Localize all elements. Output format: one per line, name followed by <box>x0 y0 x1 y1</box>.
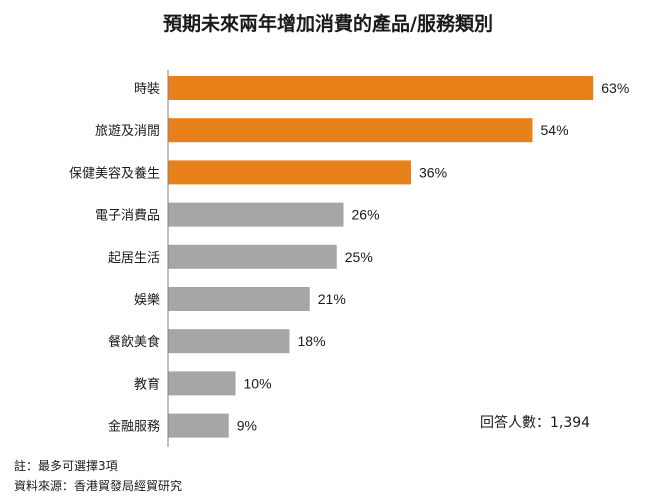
chart-title: 預期未來兩年增加消費的產品/服務類別 <box>163 12 493 35</box>
category-label-8: 教育 <box>134 376 160 392</box>
value-label-5: 25% <box>345 249 373 265</box>
category-label-1: 時裝 <box>134 82 160 97</box>
bar-5 <box>168 244 337 269</box>
value-label-4: 26% <box>352 207 380 223</box>
value-label-3: 36% <box>419 164 447 180</box>
respondents-count: 回答人數：1,394 <box>480 414 590 431</box>
category-label-4: 電子消費品 <box>95 209 160 224</box>
category-label-7: 餐飲美食 <box>108 334 160 350</box>
value-label-7: 18% <box>298 333 326 349</box>
value-label-2: 54% <box>541 122 569 138</box>
bar-6 <box>168 287 310 311</box>
bar-8 <box>168 371 236 396</box>
bar-7 <box>168 329 290 354</box>
value-label-8: 10% <box>244 375 272 391</box>
category-label-2: 旅遊及消閒 <box>95 124 160 139</box>
bar-9 <box>168 413 229 438</box>
bars-group: 時裝 63% 旅遊及消閒 54% 保健美容及養生 36% 電子消費品 26% 起居生活 25% 娛樂… <box>69 76 629 438</box>
bar-4 <box>168 202 344 227</box>
footnote: 註：最多可選擇3項 <box>14 458 118 473</box>
bar-3 <box>168 160 411 185</box>
category-label-9: 金融服務 <box>108 419 160 435</box>
category-label-3: 保健美容及養生 <box>69 165 160 181</box>
value-label-6: 21% <box>318 291 346 307</box>
category-label-6: 娛樂 <box>134 292 160 308</box>
source-note: 資料來源：香港貿發局經貿研究 <box>14 478 182 493</box>
bar-1 <box>168 76 594 100</box>
value-label-1: 63% <box>601 80 629 96</box>
category-label-5: 起居生活 <box>108 251 160 266</box>
value-label-9: 9% <box>237 418 257 434</box>
bar-2 <box>168 118 533 143</box>
